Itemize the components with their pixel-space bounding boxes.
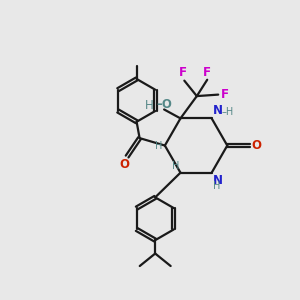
Text: F: F <box>220 88 229 101</box>
Text: H: H <box>155 140 163 151</box>
Text: H: H <box>172 161 179 171</box>
Text: H: H <box>213 181 220 191</box>
Text: F: F <box>203 66 211 79</box>
Text: H: H <box>145 98 154 112</box>
Text: O: O <box>120 158 130 171</box>
Text: –O: –O <box>156 98 172 111</box>
Text: O: O <box>251 139 261 152</box>
Text: N: N <box>213 104 223 117</box>
Text: N: N <box>213 174 223 187</box>
Text: –H: –H <box>221 107 233 117</box>
Text: F: F <box>179 67 187 80</box>
